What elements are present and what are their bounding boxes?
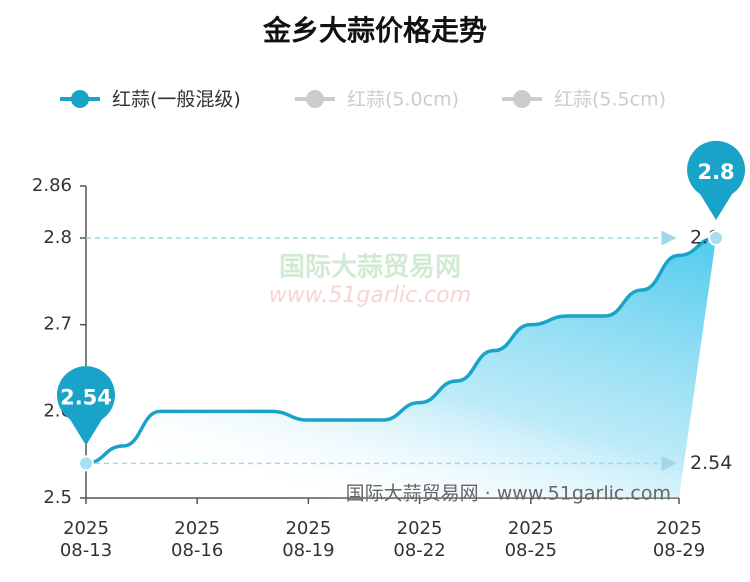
legend-label: 红蒜(一般混级)	[112, 89, 241, 111]
point	[78, 455, 94, 472]
area	[86, 238, 717, 498]
x-tick-label: 2025 08-22	[393, 518, 446, 561]
x-tick-label: 2025 08-25	[504, 518, 557, 561]
x-tick-label: 2025 08-29	[652, 518, 706, 561]
chart-title: 金乡大蒜价格走势	[262, 14, 487, 47]
x-tick-label: 2025 08-19	[282, 518, 335, 561]
legend-item[interactable]: 红蒜(一般混级)	[60, 89, 241, 111]
legend-marker	[71, 90, 89, 108]
pin	[687, 140, 746, 220]
y-tick-label: 2.7	[43, 314, 72, 335]
watermark-url: www.51garlic.com	[269, 283, 471, 308]
y-tick-label: 2.5	[43, 487, 72, 508]
x-tick-label: 2025 08-13	[59, 518, 113, 561]
legend-marker	[306, 90, 324, 108]
y-tick-label: 2.8	[43, 227, 72, 248]
watermark: 国际大蒜贸易网	[279, 253, 461, 283]
legend-marker	[513, 90, 531, 108]
legend-item[interactable]: 红蒜(5.5cm)	[502, 89, 666, 111]
x-tick-label: 2025 08-16	[171, 518, 224, 561]
source: 国际大蒜贸易网 · www.51garlic.com	[346, 483, 671, 505]
pin-label: 2.8	[697, 160, 734, 184]
legend-label: 红蒜(5.0cm)	[347, 89, 459, 111]
point	[708, 230, 725, 246]
line	[85, 236, 717, 466]
pin-label: 2.54	[60, 385, 112, 409]
legend-item[interactable]: 红蒜(5.0cm)	[295, 89, 459, 111]
legend-label: 红蒜(5.5cm)	[554, 89, 666, 111]
y-tick-label: 2.86	[32, 175, 72, 196]
pin	[57, 366, 115, 446]
end-label: 2.54	[690, 452, 732, 474]
